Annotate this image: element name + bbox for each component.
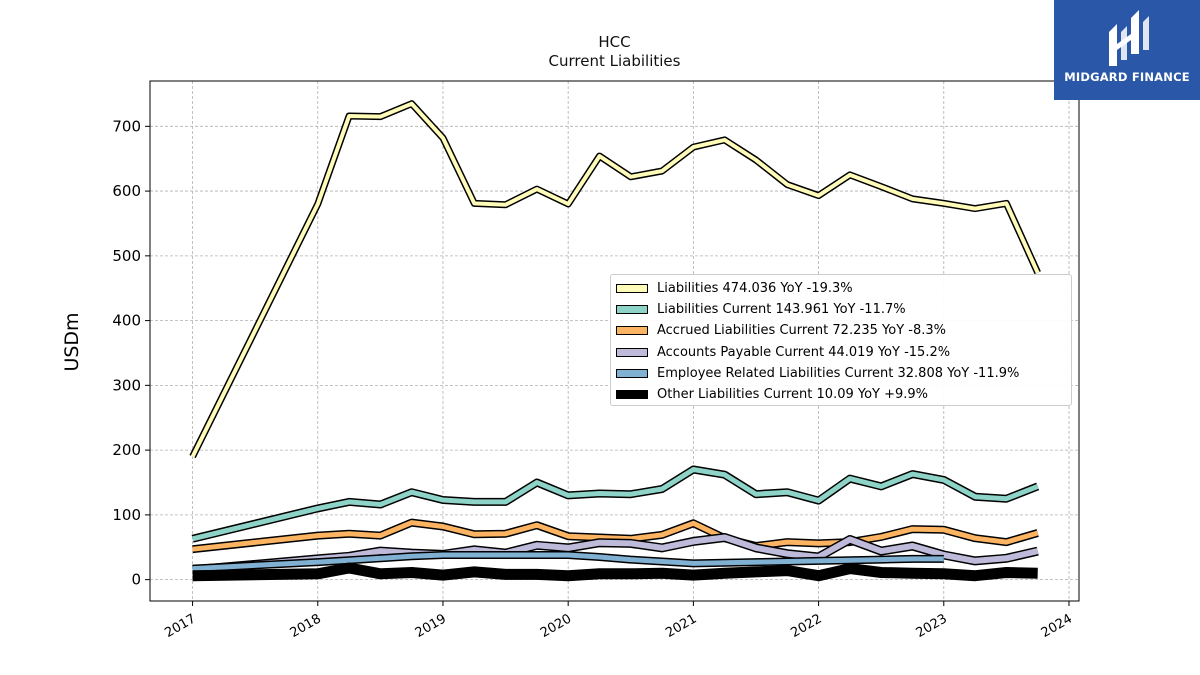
legend-item: Other Liabilities Current 10.09 YoY +9.9… xyxy=(611,386,1071,407)
legend-swatch xyxy=(616,326,648,336)
x-tick-label: 2020 xyxy=(538,611,574,641)
x-tick-label: 2022 xyxy=(788,611,824,641)
series-line-liabilities xyxy=(190,101,1040,458)
legend-item: Accounts Payable Current 44.019 YoY -15.… xyxy=(611,344,1071,365)
plot-frame xyxy=(149,80,1080,602)
legend-label: Employee Related Liabilities Current 32.… xyxy=(657,365,1020,381)
chart-subtitle: Current Liabilities xyxy=(548,52,681,70)
y-tick-label: 600 xyxy=(112,182,141,200)
x-tick-label: 2023 xyxy=(914,611,950,641)
brand-logo: MIDGARD FINANCE xyxy=(1054,0,1200,100)
x-tick-label: 2018 xyxy=(288,611,324,641)
legend-item: Liabilities 474.036 YoY -19.3% xyxy=(611,280,1071,301)
legend-swatch xyxy=(616,347,648,357)
series-line-liabilities-current xyxy=(192,467,1039,542)
y-tick-label: 300 xyxy=(112,376,141,394)
brand-name: MIDGARD FINANCE xyxy=(1064,70,1190,84)
legend-swatch xyxy=(616,284,648,293)
legend-swatch xyxy=(616,389,648,399)
x-tick-label: 2021 xyxy=(663,611,699,641)
y-tick-label: 400 xyxy=(112,312,141,330)
series-line-employee-related-liabilities-current xyxy=(192,552,944,572)
x-tick-label: 2017 xyxy=(162,611,198,641)
y-tick-label: 200 xyxy=(112,441,141,459)
legend-label: Accounts Payable Current 44.019 YoY -15.… xyxy=(657,344,951,360)
legend-label: Liabilities 474.036 YoY -19.3% xyxy=(657,281,853,296)
y-tick-label: 700 xyxy=(112,117,141,135)
series-line-other-liabilities-current xyxy=(192,562,1038,582)
legend-item: Liabilities Current 143.961 YoY -11.7% xyxy=(611,301,1071,322)
legend-item: Accrued Liabilities Current 72.235 YoY -… xyxy=(611,322,1071,343)
legend-label: Accrued Liabilities Current 72.235 YoY -… xyxy=(657,323,946,339)
series-line-accrued-liabilities-current xyxy=(192,520,1039,552)
y-tick-label: 0 xyxy=(131,571,141,589)
midgard-logo-icon xyxy=(1109,10,1149,66)
legend-swatch xyxy=(616,305,648,315)
chart-title: HCC xyxy=(598,33,631,51)
series-lines xyxy=(189,100,1041,582)
legend-swatch xyxy=(616,368,648,378)
y-tick-label: 500 xyxy=(112,247,141,265)
y-tick-label: 100 xyxy=(112,506,141,524)
legend-label: Other Liabilities Current 10.09 YoY +9.9… xyxy=(657,386,929,402)
x-tick-label: 2019 xyxy=(413,611,449,641)
legend-label: Liabilities Current 143.961 YoY -11.7% xyxy=(657,302,906,318)
legend-item: Employee Related Liabilities Current 32.… xyxy=(611,365,1071,386)
y-axis-label: USDm xyxy=(61,312,83,372)
legend: Liabilities 474.036 YoY -19.3% Liabilitie… xyxy=(610,274,1072,406)
x-tick-label: 2024 xyxy=(1039,611,1075,641)
